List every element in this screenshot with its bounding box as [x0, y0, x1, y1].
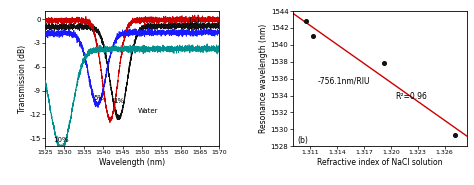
Point	[451, 134, 459, 137]
Y-axis label: Resonance wavelength (nm): Resonance wavelength (nm)	[259, 24, 268, 133]
Point	[302, 20, 310, 23]
Text: R²=0.96: R²=0.96	[395, 92, 427, 101]
Text: -756.1nm/RIU: -756.1nm/RIU	[318, 77, 370, 86]
Text: (a): (a)	[188, 17, 200, 26]
Point	[380, 61, 388, 64]
Text: (b): (b)	[297, 136, 308, 145]
X-axis label: Refractive index of NaCl solution: Refractive index of NaCl solution	[317, 158, 442, 167]
Text: 1%: 1%	[113, 98, 124, 105]
Text: 10%: 10%	[53, 137, 68, 143]
Text: 5%: 5%	[93, 95, 104, 100]
Point	[310, 35, 317, 38]
Text: Water: Water	[138, 108, 158, 114]
Y-axis label: Transmission (dB): Transmission (dB)	[18, 45, 27, 113]
X-axis label: Wavelength (nm): Wavelength (nm)	[99, 158, 165, 167]
